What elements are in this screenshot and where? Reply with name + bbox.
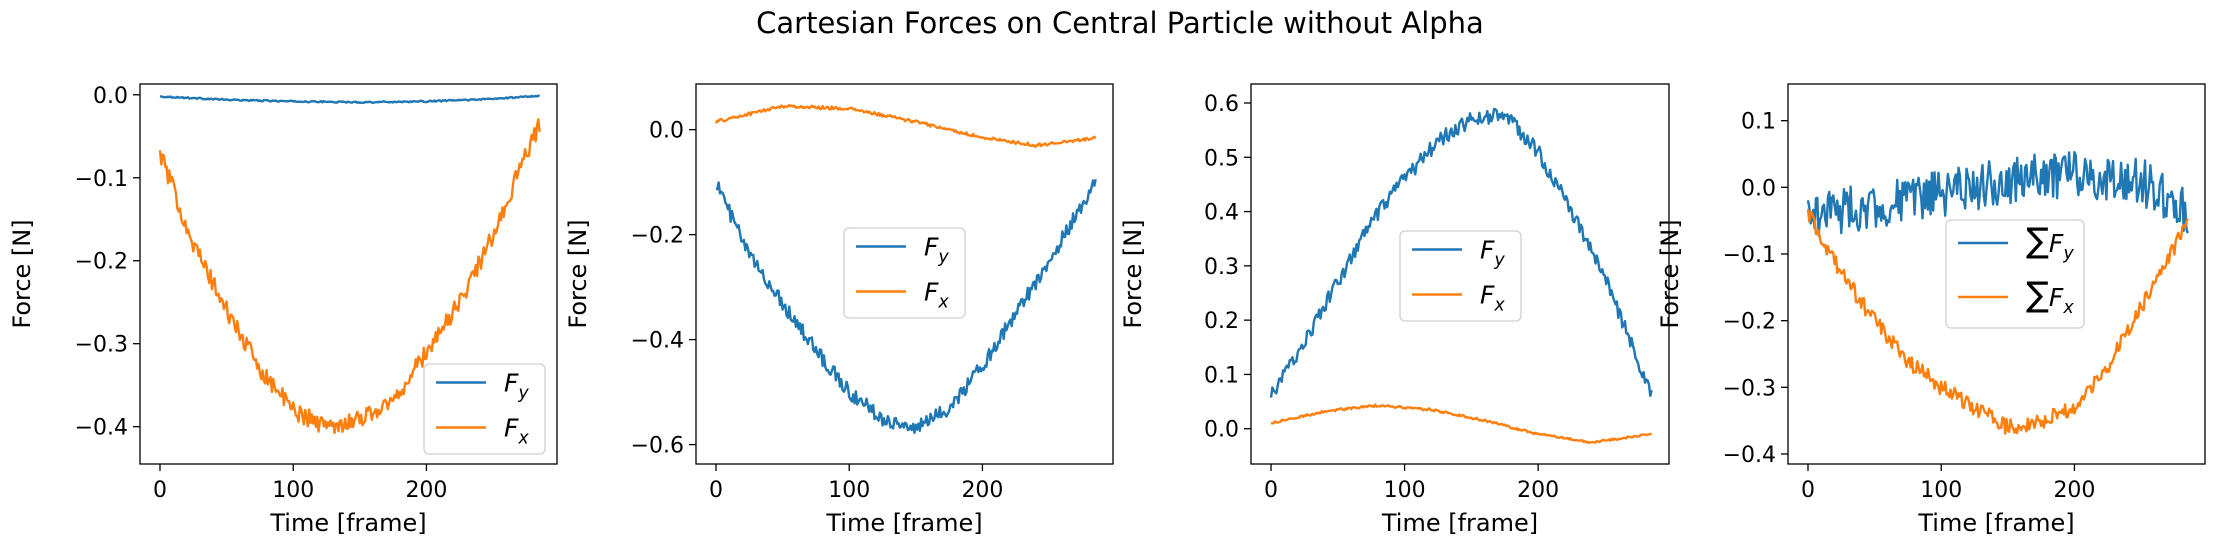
x-tick-label: 100 bbox=[1384, 478, 1426, 503]
legend-label-fy: ∑Fy bbox=[2026, 221, 2074, 264]
legend: Fy Fx bbox=[843, 227, 966, 319]
y-tick-label: −0.2 bbox=[631, 224, 684, 249]
y-tick-label: 0.0 bbox=[1741, 176, 1776, 201]
y-tick-label: 0.4 bbox=[1204, 201, 1239, 226]
subplot-1: 0 100 200 0.0 −0.1 −0.2 −0.3 −0.4 Time [frame] Fo… bbox=[8, 83, 558, 537]
legend-box bbox=[1945, 219, 2085, 329]
x-tick-label: 200 bbox=[961, 478, 1003, 503]
x-axis-label: Time [frame] bbox=[1381, 509, 1538, 537]
y-tick-label: −0.4 bbox=[1723, 443, 1776, 468]
y-tick-label: −0.4 bbox=[75, 416, 128, 441]
y-tick-label: −0.1 bbox=[1723, 243, 1776, 268]
legend-label-fy: Fy bbox=[504, 369, 529, 404]
axes-frame bbox=[1787, 83, 2206, 465]
y-tick-label: −0.1 bbox=[75, 167, 128, 192]
y-tick-label: 0.0 bbox=[93, 84, 128, 109]
x-tick-label: 100 bbox=[828, 478, 870, 503]
subplots: 0 100 200 0.0 −0.1 −0.2 −0.3 −0.4 Time [frame] Fo… bbox=[8, 83, 2206, 537]
legend: ∑Fy ∑Fx bbox=[1945, 219, 2085, 329]
y-axis-label: Force [N] bbox=[1656, 219, 1684, 328]
series-line-fy bbox=[1269, 107, 1653, 398]
axes-frame bbox=[139, 83, 558, 465]
legend-box bbox=[423, 363, 546, 455]
legend-label-fx: Fx bbox=[1480, 281, 1505, 316]
y-tick-label: −0.4 bbox=[631, 329, 684, 354]
y-tick-label: 0.0 bbox=[1204, 418, 1239, 443]
x-axis-label: Time [frame] bbox=[825, 509, 982, 537]
series-line-fx bbox=[1270, 403, 1652, 445]
legend-label-fx: Fx bbox=[504, 414, 529, 449]
x-tick-label: 100 bbox=[272, 478, 314, 503]
legend-label-fy: Fy bbox=[1480, 236, 1505, 271]
legend-label-fx: Fx bbox=[924, 278, 949, 313]
x-tick-label: 200 bbox=[2053, 478, 2095, 503]
series-line-fy bbox=[715, 179, 1097, 435]
legend-label-fx: ∑Fx bbox=[2026, 275, 2074, 318]
x-tick-label: 200 bbox=[405, 478, 447, 503]
series-line-fy bbox=[1806, 150, 2189, 237]
legend-box bbox=[843, 227, 966, 319]
legend-box bbox=[1399, 230, 1522, 322]
legend: Fy Fx bbox=[1399, 230, 1522, 322]
x-tick-label: 0 bbox=[709, 478, 723, 503]
x-tick-label: 0 bbox=[153, 478, 167, 503]
x-tick-label: 100 bbox=[1920, 478, 1962, 503]
y-axis-label: Force [N] bbox=[1119, 219, 1147, 328]
y-tick-label: 0.6 bbox=[1204, 92, 1239, 117]
x-axis-label: Time [frame] bbox=[269, 509, 426, 537]
x-axis-label: Time [frame] bbox=[1917, 509, 2074, 537]
y-tick-label: −0.3 bbox=[1723, 376, 1776, 401]
series-line-fx bbox=[1806, 209, 2189, 435]
y-axis-label: Force [N] bbox=[564, 219, 592, 328]
series-line-fx bbox=[158, 118, 541, 435]
figure-title: Cartesian Forces on Central Particle wit… bbox=[756, 6, 1484, 40]
y-tick-label: −0.6 bbox=[631, 434, 684, 459]
y-tick-label: −0.2 bbox=[1723, 310, 1776, 335]
series-line-fy bbox=[159, 94, 540, 104]
y-tick-label: 0.1 bbox=[1204, 363, 1239, 388]
y-tick-label: 0.0 bbox=[649, 119, 684, 144]
subplot-3: 0 100 200 0.0 0.1 0.2 0.3 0.4 0.5 0.6 Time [frame]… bbox=[1119, 83, 1670, 537]
y-tick-label: 0.3 bbox=[1204, 255, 1239, 280]
y-tick-label: −0.2 bbox=[75, 250, 128, 275]
x-tick-label: 200 bbox=[1517, 478, 1559, 503]
axes-frame bbox=[695, 83, 1114, 465]
y-axis-label: Force [N] bbox=[8, 219, 36, 328]
subplot-2: 0 100 200 0.0 −0.2 −0.4 −0.6 Time [frame] Force … bbox=[564, 83, 1114, 537]
subplot-4: 0 100 200 0.1 0.0 −0.1 −0.2 −0.3 −0.4 Time [frame… bbox=[1656, 83, 2206, 537]
legend: Fy Fx bbox=[423, 363, 546, 455]
x-tick-label: 0 bbox=[1801, 478, 1815, 503]
series-line-fx bbox=[714, 103, 1097, 148]
y-tick-label: 0.2 bbox=[1204, 309, 1239, 334]
axes-frame bbox=[1250, 83, 1670, 465]
x-tick-label: 0 bbox=[1264, 478, 1278, 503]
legend-label-fy: Fy bbox=[924, 233, 949, 268]
y-tick-label: 0.1 bbox=[1741, 110, 1776, 135]
y-tick-label: 0.5 bbox=[1204, 146, 1239, 171]
y-tick-label: −0.3 bbox=[75, 333, 128, 358]
